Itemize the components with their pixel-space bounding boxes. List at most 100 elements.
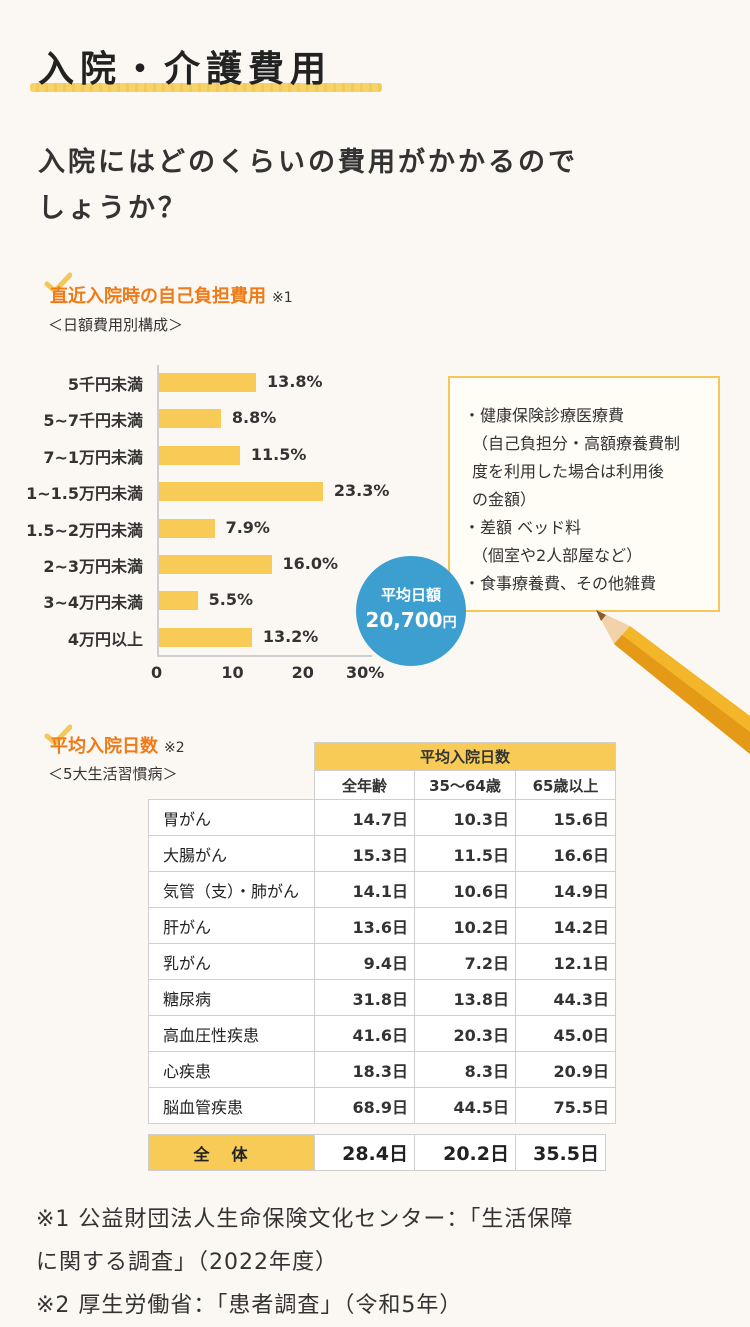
disease-name: 心疾患 [148, 1051, 315, 1088]
average-amount: 20,700 [365, 608, 443, 632]
disease-name: 糖尿病 [148, 979, 315, 1016]
chart-value-label: 16.0% [282, 554, 339, 573]
table-row: 高血圧性疾患 41.6日 20.3日 45.0日 [148, 1015, 616, 1052]
chart-category-label: 4万円以上 [67, 629, 143, 649]
days-value: 31.8日 [314, 979, 415, 1016]
chart-value-label: 13.8% [267, 372, 323, 391]
disease-name: 気管（支）・肺がん [148, 871, 315, 908]
check-icon [44, 724, 72, 746]
total-label: 全体 [148, 1134, 315, 1171]
days-value: 15.6日 [515, 799, 616, 836]
days-value: 10.6日 [414, 871, 516, 908]
table-row: 糖尿病 31.8日 13.8日 44.3日 [148, 979, 616, 1016]
days-value: 68.9日 [314, 1087, 415, 1124]
days-value: 15.3日 [314, 835, 415, 872]
disease-name: 肝がん [148, 907, 315, 944]
average-daily-cost-badge: 平均日額 20,700円 [356, 556, 466, 666]
chart-bar [159, 373, 257, 392]
cost-breakdown-callout [448, 376, 720, 612]
days-value: 45.0日 [515, 1015, 616, 1052]
check-icon [44, 272, 72, 294]
chart-bar [159, 518, 215, 538]
callout-text: ・健康保険診療医療費 （自己負担分・高額療養費制 度を利用した場合は利用後 の金… [464, 402, 714, 598]
chart-value-label: 7.9% [225, 517, 270, 537]
disease-name: 大腸がん [148, 835, 315, 872]
disease-name: 脳血管疾患 [148, 1087, 315, 1124]
hospital-days-table: 平均入院日数 全年齢 35～64歳 65歳以上 胃がん 14.7日 10.3日 15.… [148, 742, 616, 1124]
days-value: 44.5日 [414, 1087, 516, 1124]
table-column-header: 65歳以上 [515, 770, 616, 800]
question-line-1: 入院にはどのくらいの費用がかかるので [38, 147, 578, 178]
total-value: 35.5日 [515, 1134, 606, 1171]
section2-subtitle: ＜5大生活習慣病＞ [48, 765, 178, 783]
callout-line: の金額） [472, 490, 537, 509]
pencil-icon [596, 610, 750, 754]
days-value: 44.3日 [515, 979, 616, 1016]
chart-category-label: 5~7千円未満 [43, 411, 143, 431]
chart-category-label: 2~3万円未満 [43, 557, 143, 576]
chart-x-axis [157, 655, 372, 657]
table-group-header: 平均入院日数 [314, 742, 616, 771]
days-value: 14.7日 [314, 799, 415, 836]
chart-bar [159, 409, 221, 429]
days-value: 18.3日 [314, 1051, 415, 1088]
days-value: 14.9日 [515, 871, 616, 908]
table-row: 気管（支）・肺がん 14.1日 10.6日 14.9日 [148, 871, 616, 908]
disease-name: 胃がん [148, 799, 315, 836]
table-body: 胃がん 14.7日 10.3日 15.6日 大腸がん 15.3日 11.5日 16.6日 気管（… [148, 799, 616, 1124]
section1-title: 直近入院時の自己負担費用 [50, 286, 266, 307]
days-value: 7.2日 [414, 943, 516, 980]
total-row: 全体 28.4日 20.2日 35.5日 [148, 1134, 606, 1171]
title-underline [30, 83, 382, 92]
callout-line: ・健康保険診療医療費 [464, 406, 625, 425]
table-row: 心疾患 18.3日 8.3日 20.9日 [148, 1051, 616, 1088]
days-value: 12.1日 [515, 943, 616, 980]
section1-heading: 直近入院時の自己負担費用 ※1 [50, 282, 293, 308]
question-heading: 入院にはどのくらいの費用がかかるので しょうか？ [38, 140, 718, 232]
table-row: 脳血管疾患 68.9日 44.5日 75.5日 [148, 1087, 616, 1124]
chart-category-label: 7~1万円未満 [43, 447, 143, 467]
source-note-line: に関する調査」（2022年度） [36, 1250, 338, 1275]
section2-title: 平均入院日数 [50, 736, 158, 757]
table-row: 肝がん 13.6日 10.2日 14.2日 [148, 907, 616, 944]
chart-bar [159, 482, 323, 502]
chart-tick-label: 30% [346, 663, 385, 682]
days-value: 75.5日 [515, 1087, 616, 1124]
callout-line: ・差額 ベッド料 [464, 518, 582, 537]
chart-y-axis [157, 365, 159, 657]
chart-tick-label: 20 [291, 663, 314, 682]
chart-bar [159, 555, 272, 574]
days-value: 13.8日 [414, 979, 516, 1016]
source-notes: ※1 公益財団法人生命保険文化センター：「生活保障 に関する調査」（2022年度… [36, 1198, 726, 1327]
source-note-line: ※1 公益財団法人生命保険文化センター：「生活保障 [36, 1207, 574, 1232]
average-label: 平均日額 [380, 586, 441, 604]
days-value: 9.4日 [314, 943, 415, 980]
total-value: 20.2日 [414, 1134, 516, 1171]
section2-note: ※2 [164, 740, 185, 756]
table-corner [149, 743, 315, 800]
callout-line: ・食事療養費、その他雑費 [464, 574, 657, 593]
days-value: 8.3日 [414, 1051, 516, 1088]
average-value: 20,700円 [356, 608, 466, 632]
chart-value-label: 8.8% [231, 408, 277, 428]
days-value: 10.3日 [414, 799, 516, 836]
section1-note: ※1 [272, 290, 293, 306]
callout-line: （自己負担分・高額療養費制 [472, 434, 681, 453]
days-value: 11.5日 [414, 835, 516, 872]
chart-value-label: 5.5% [208, 590, 254, 610]
question-line-2: しょうか？ [38, 193, 188, 224]
days-value: 16.6日 [515, 835, 616, 872]
chart-bar [159, 445, 240, 465]
chart-value-label: 13.2% [262, 626, 319, 646]
table-row: 胃がん 14.7日 10.3日 15.6日 [148, 799, 616, 836]
chart-value-label: 23.3% [333, 481, 390, 501]
chart-category-label: 1.5~2万円未満 [26, 520, 143, 540]
chart-category-label: 5千円未満 [67, 375, 143, 394]
callout-line: 度を利用した場合は利用後 [472, 462, 665, 481]
section2-heading: 平均入院日数 ※2 [50, 732, 185, 758]
days-value: 10.2日 [414, 907, 516, 944]
total-value: 28.4日 [314, 1134, 415, 1171]
disease-name: 高血圧性疾患 [148, 1015, 315, 1052]
callout-line: （個室や2人部屋など） [472, 546, 643, 565]
chart-tick-label: 10 [221, 663, 244, 682]
